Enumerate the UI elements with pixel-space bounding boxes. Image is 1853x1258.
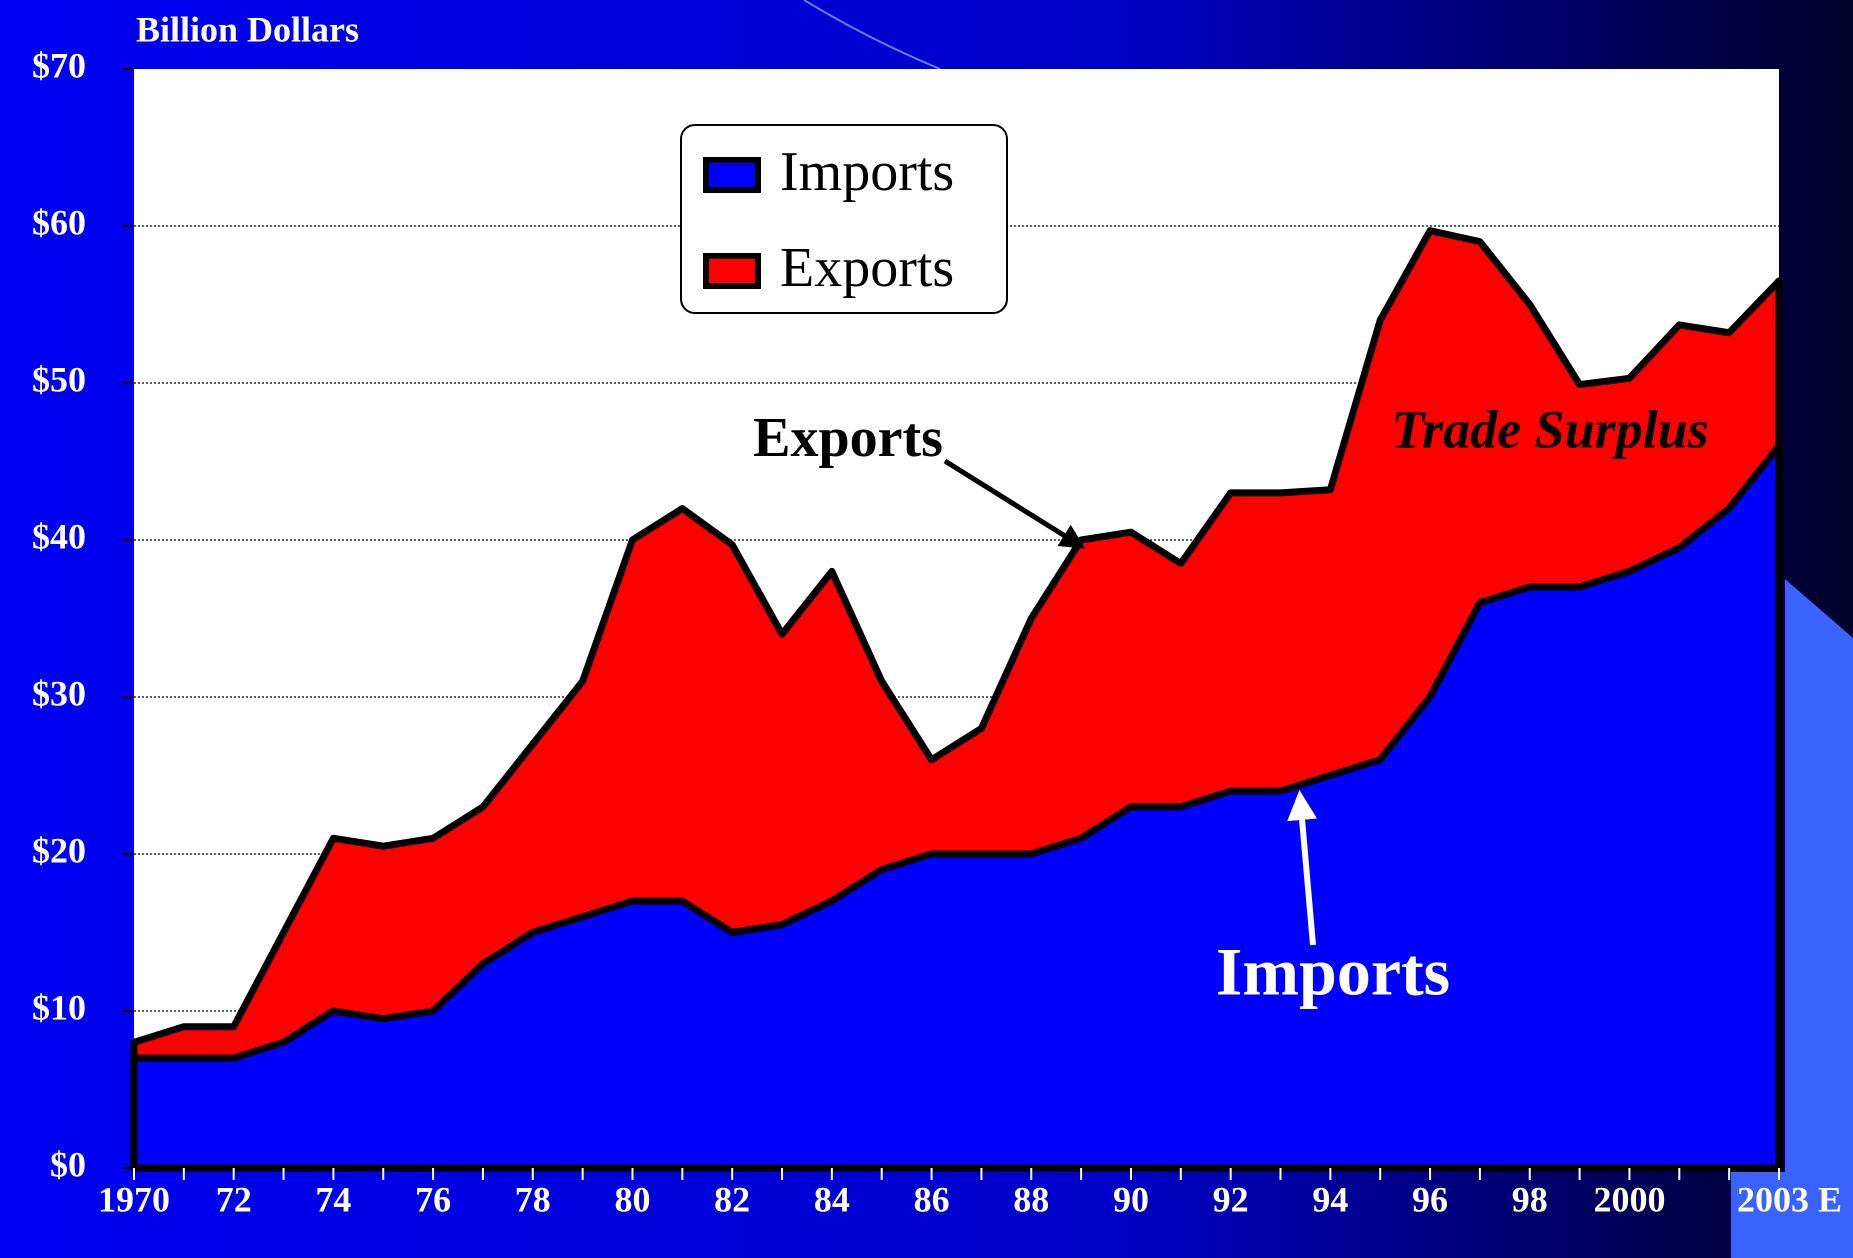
legend-swatch [703,157,761,193]
x-tick-label: 82 [714,1179,750,1219]
x-tick-label: 78 [515,1179,551,1219]
y-tick-label: $60 [32,202,86,242]
legend-label: Imports [780,141,954,203]
legend-box [680,124,1008,314]
legend-label: Exports [780,237,954,299]
x-tick-label: 96 [1412,1179,1448,1219]
x-tick-label: 80 [614,1179,650,1219]
x-tick-label: 90 [1113,1179,1149,1219]
y-axis-label: Billion Dollars [136,9,359,49]
y-tick-label: $40 [32,516,86,556]
annotation-arrow [1287,790,1318,946]
x-tick-label: 94 [1312,1179,1348,1219]
decor-line [803,0,941,70]
legend-swatch [703,253,761,289]
legend: Imports Exports [680,124,1008,314]
y-tick-label: $30 [32,673,86,713]
y-tick-label: $70 [32,45,86,85]
x-tick-label: 86 [914,1179,950,1219]
x-tick-label: 84 [814,1179,850,1219]
x-tick-label: 1970 [98,1179,170,1219]
x-tick-label: 76 [415,1179,451,1219]
x-tick-label: 92 [1213,1179,1249,1219]
x-tick-label: 2003 E [1737,1179,1842,1219]
x-tick-label: 2000 [1593,1179,1665,1219]
annotation-arrow [943,458,1086,549]
y-tick-label: $0 [50,1144,86,1184]
y-tick-label: $50 [32,359,86,399]
annotation: Trade Surplus [1391,399,1709,459]
x-tick-label: 72 [216,1179,252,1219]
annotation: Exports [753,407,943,469]
x-tick-label: 74 [315,1179,351,1219]
annotation: Imports [1216,934,1450,1010]
y-tick-label: $10 [32,987,86,1027]
y-tick-label: $20 [32,830,86,870]
area [130,442,1783,1172]
decor-shape [1731,579,1853,1258]
x-tick-label: 98 [1512,1179,1548,1219]
x-tick-label: 88 [1013,1179,1049,1219]
